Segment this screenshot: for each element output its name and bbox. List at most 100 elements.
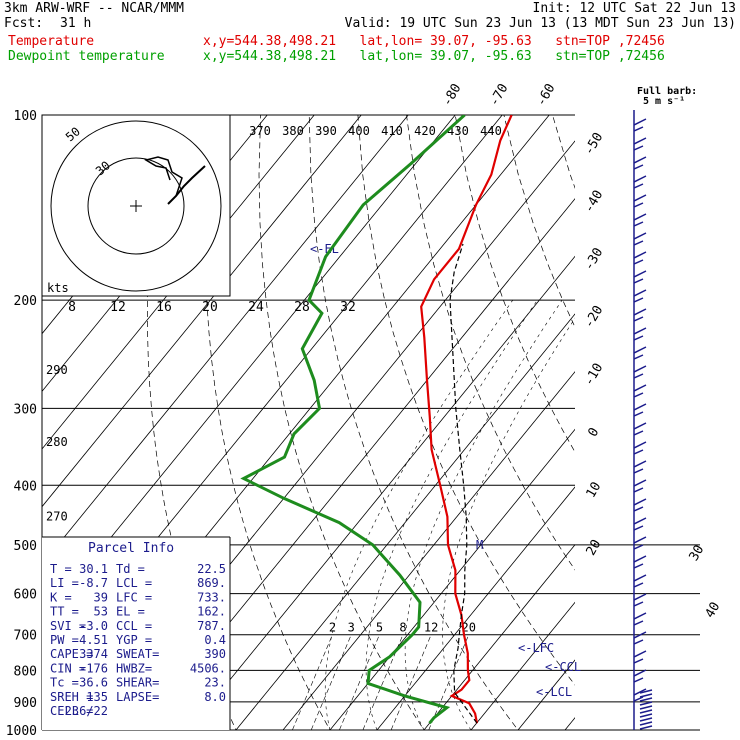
wind-barb <box>633 669 647 683</box>
isotherm-line <box>235 313 575 730</box>
parcel-row-value: 0.4 <box>204 633 226 647</box>
init-time: Init: 12 UTC Sat 22 Jun 13 <box>532 1 737 16</box>
hodograph-speed-label: 32 <box>340 300 356 315</box>
hodograph-ring-outer <box>50 120 222 292</box>
dewpoint-legend-name: Dewpoint temperature <box>8 49 165 64</box>
dry-adiabat-line <box>650 115 740 740</box>
hodograph-speed-label: 28 <box>294 300 310 315</box>
annotation-label: <-LCL <box>536 685 572 699</box>
parcel-row-label: SWEAT= <box>116 647 159 661</box>
wind-barb <box>639 689 653 694</box>
parcel-info-panel: Parcel Info T = 30.1 Td = 22.5 LI = -8.7 LCL = 8… <box>42 536 231 730</box>
wind-barb <box>639 693 653 698</box>
parcel-row-label: LCL = <box>116 576 152 590</box>
wind-barb <box>633 460 647 474</box>
parcel-row-label: SVI = <box>50 619 86 633</box>
mixing-ratio-line <box>428 634 470 730</box>
hodograph-speed-label: 16 <box>156 300 172 315</box>
parcel-line <box>449 243 478 724</box>
wind-barb <box>633 688 647 702</box>
mixing-ratio-label: 3 <box>348 621 355 635</box>
forecast-hours: 31 h <box>60 16 92 31</box>
parcel-row-value: 4.51 <box>79 633 108 647</box>
pressure-tick-label: 800 <box>14 664 37 679</box>
parcel-row-label: EL = <box>116 605 145 619</box>
wind-barb <box>633 137 647 151</box>
isotherm-line <box>42 115 315 450</box>
parcel-row-value: 135 <box>86 690 108 704</box>
parcel-row-value: 787. <box>197 619 226 633</box>
temperature-tick-label: 0 <box>586 425 603 439</box>
wind-barb <box>633 118 647 132</box>
mixing-ratio-label: 12 <box>424 621 438 635</box>
isotherm-line <box>423 544 575 730</box>
dry-adiabat-label: 270 <box>46 510 68 524</box>
parcel-row-label: TT = <box>50 605 79 619</box>
isotherm-line <box>376 486 575 730</box>
temperature-tick-label: -20 <box>582 303 607 331</box>
parcel-row-label: LAPSE= <box>116 690 159 704</box>
pressure-tick-label: 400 <box>14 479 37 494</box>
theta-label: 410 <box>381 124 403 138</box>
mixing-ratio-line <box>292 634 333 730</box>
wind-barb <box>633 289 647 303</box>
dry-adiabat-label: 280 <box>46 435 68 449</box>
parcel-row-label: Tc = <box>50 676 79 690</box>
hodograph-speed-label: 20 <box>202 300 218 315</box>
wind-barb <box>633 650 647 664</box>
wind-barbs: Full barb:5 m s⁻¹ <box>633 86 697 730</box>
mixing-ratio-line <box>339 634 380 730</box>
theta-label: 440 <box>480 124 502 138</box>
full-barb-note: Full barb: <box>637 86 697 97</box>
temperature-tick-label: -70 <box>487 81 512 109</box>
forecast-label: Fcst: <box>4 16 44 31</box>
parcel-row-value: -8.7 <box>79 576 108 590</box>
parcel-row-value: -3.0 <box>79 619 108 633</box>
temperature-tick-label: -40 <box>582 188 607 216</box>
parcel-row-value: 22.5 <box>197 562 226 576</box>
parcel-row-label: CELL = <box>50 704 93 718</box>
pressure-tick-label: 500 <box>14 539 37 554</box>
temperature-line <box>420 115 513 724</box>
temperature-tick-label: -30 <box>582 246 607 274</box>
hodograph-speed-label: 24 <box>248 300 264 315</box>
parcel-panel-bg <box>42 537 230 730</box>
isotherm-line <box>42 115 409 565</box>
temperature-tick-label: 10 <box>584 480 605 501</box>
temperature-tick-label: -50 <box>582 130 607 158</box>
wind-barb <box>633 270 647 284</box>
temperature-tick-label: -80 <box>440 81 465 109</box>
pressure-tick-label: 700 <box>14 629 37 644</box>
parcel-row-label: HWBZ= <box>116 661 152 675</box>
dewpoint-legend-location: x,y=544.38,498.21 lat,lon= 39.07, -95.63… <box>203 49 665 64</box>
wind-barb <box>633 308 647 322</box>
wind-barb <box>639 725 653 730</box>
moist-adiabat-line <box>404 299 563 730</box>
dry-adiabat-line <box>406 115 575 571</box>
annotation-label: M <box>476 538 483 552</box>
pressure-tick-label: 200 <box>14 294 37 309</box>
pressure-tick-label: 300 <box>14 402 37 417</box>
isotherm-line <box>188 255 575 730</box>
wind-barb <box>639 713 653 718</box>
wind-barb <box>639 705 653 710</box>
parcel-row-value: 4506. <box>190 661 226 675</box>
parcel-row-value: 30.1 <box>79 562 108 576</box>
wind-barb <box>633 441 647 455</box>
wind-barb <box>633 536 647 550</box>
hodograph-units-label: kts <box>47 281 69 295</box>
wind-barb <box>633 251 647 265</box>
wind-barb <box>639 721 653 726</box>
temperature-tick-label: 30 <box>687 543 708 564</box>
isotherm-line <box>470 601 575 730</box>
theta-label: 400 <box>348 124 370 138</box>
dewpoint-line <box>240 115 466 725</box>
wind-barb <box>633 593 647 607</box>
dry-adiabat-line <box>258 115 425 730</box>
wind-barb <box>633 213 647 227</box>
mixing-ratio-label: 20 <box>462 621 476 635</box>
annotation-label: <-CCL <box>545 660 581 674</box>
parcel-row-label: Td = <box>116 562 145 576</box>
